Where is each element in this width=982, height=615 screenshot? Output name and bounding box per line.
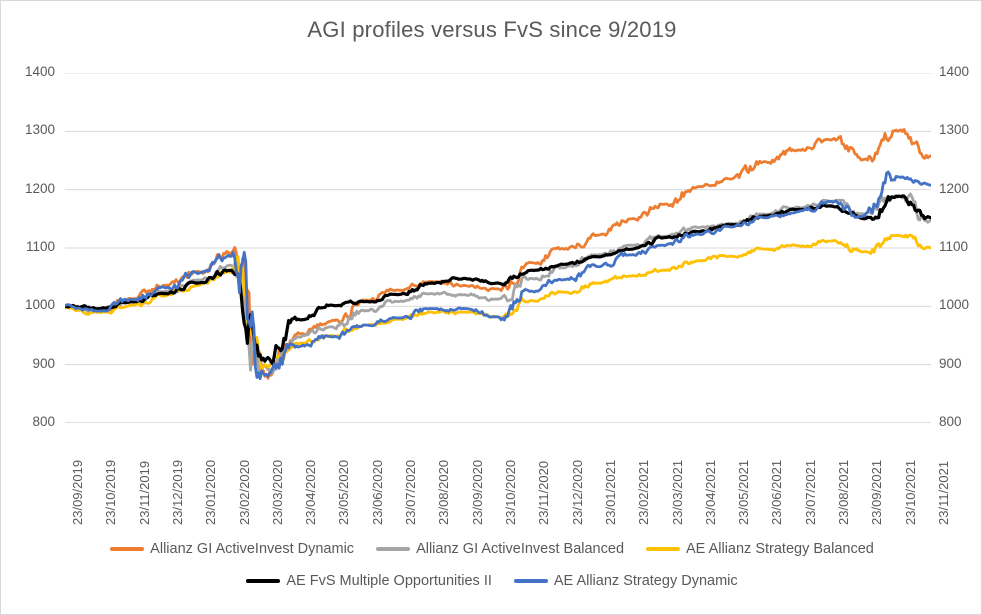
- legend-item-allianz-gi-activeinvest-dynamic[interactable]: Allianz GI ActiveInvest Dynamic: [110, 541, 354, 557]
- y-axis-tick-right-900: 900: [939, 355, 962, 371]
- y-axis-tick-left-900: 900: [32, 355, 55, 371]
- y-axis-tick-left-1000: 1000: [24, 297, 55, 313]
- legend-swatch-icon: [110, 547, 145, 551]
- plot-area: [65, 73, 931, 423]
- y-axis-tick-right-800: 800: [939, 414, 962, 429]
- x-axis-label-22: 23/07/2021: [802, 459, 818, 525]
- legend-item-ae-allianz-strategy-balanced[interactable]: AE Allianz Strategy Balanced: [646, 541, 874, 557]
- x-axis-label-14: 23/11/2020: [536, 460, 552, 525]
- y-axis-tick-left-1300: 1300: [24, 122, 55, 138]
- x-axis-label-9: 23/06/2020: [369, 459, 385, 525]
- x-axis-label-2: 23/11/2019: [136, 460, 152, 525]
- x-axis-label-5: 23/02/2020: [236, 459, 252, 525]
- y-axis-tick-right-1400: 1400: [939, 64, 970, 79]
- x-axis-label-25: 23/10/2021: [902, 459, 918, 525]
- series-line-2: [65, 233, 931, 371]
- x-axis-label-3: 23/12/2019: [169, 459, 185, 525]
- legend-item-ae-allianz-strategy-dynamic[interactable]: AE Allianz Strategy Dynamic: [513, 573, 738, 589]
- series-line-0: [65, 128, 931, 380]
- x-axis-label-7: 23/04/2020: [303, 459, 319, 525]
- x-axis-label-0: 23/09/2019: [70, 459, 85, 525]
- page-title: AGI profiles versus FvS since 9/2019: [307, 17, 677, 42]
- x-axis-label-20: 23/05/2021: [736, 459, 752, 525]
- x-axis-label-26: 23/11/2021: [936, 460, 951, 525]
- legend-item-allianz-gi-activeinvest-balanced[interactable]: Allianz GI ActiveInvest Balanced: [376, 541, 624, 557]
- x-axis-label-11: 23/08/2020: [436, 459, 452, 525]
- legend-swatch-icon: [513, 579, 548, 583]
- x-axis-label-12: 23/09/2020: [469, 459, 485, 525]
- x-axis-label-15: 23/12/2020: [569, 459, 585, 525]
- legend-swatch-icon: [376, 547, 411, 551]
- x-axis-label-23: 23/08/2021: [836, 459, 852, 525]
- y-axis-tick-left-1100: 1100: [25, 239, 55, 254]
- x-axis-tick-labels: 23/09/2019 23/10/2019 23/11/2019 23/12/2019…: [65, 425, 951, 533]
- legend-label: AE FvS Multiple Opportunities II: [286, 573, 492, 589]
- x-axis-label-8: 23/05/2020: [336, 459, 352, 525]
- x-axis-label-16: 23/01/2021: [602, 459, 618, 525]
- legend-row-0: Allianz GI ActiveInvest Dynamic Allianz G…: [1, 533, 982, 565]
- x-axis-label-17: 23/02/2021: [636, 459, 652, 525]
- chart-legend: Allianz GI ActiveInvest Dynamic Allianz G…: [1, 533, 982, 597]
- x-axis-label-10: 23/07/2020: [403, 459, 419, 525]
- x-axis-label-18: 23/03/2021: [669, 459, 685, 525]
- legend-item-ae-fvs-multiple-opportunities-ii[interactable]: AE FvS Multiple Opportunities II: [246, 573, 492, 589]
- x-axis-label-13: 23/10/2020: [503, 459, 518, 525]
- y-axis-tick-right-1300: 1300: [939, 122, 970, 138]
- x-axis-label-6: 23/03/2020: [269, 459, 285, 525]
- series-line-4: [65, 170, 931, 381]
- x-axis-label-24: 23/09/2021: [869, 459, 885, 525]
- x-axis-label-19: 23/04/2021: [702, 459, 718, 525]
- legend-label: Allianz GI ActiveInvest Balanced: [416, 541, 625, 557]
- y-axis-tick-left-800: 800: [32, 414, 55, 429]
- y-axis-tick-right-1100: 1100: [939, 239, 969, 254]
- legend-label: Allianz GI ActiveInvest Dynamic: [150, 541, 355, 557]
- x-axis-label-1: 23/10/2019: [103, 459, 119, 525]
- y-axis-tick-right-1200: 1200: [939, 180, 970, 196]
- legend-row-1: AE FvS Multiple Opportunities II AE Allia…: [1, 565, 982, 597]
- x-axis-label-21: 23/06/2021: [769, 459, 785, 525]
- y-axis-tick-right-1000: 1000: [939, 297, 970, 313]
- legend-label: AE Allianz Strategy Dynamic: [553, 573, 738, 589]
- legend-swatch-icon: [246, 579, 281, 583]
- legend-swatch-icon: [646, 547, 681, 551]
- legend-label: AE Allianz Strategy Balanced: [686, 541, 874, 557]
- series-line-3: [65, 194, 931, 366]
- x-axis-label-4: 23/01/2020: [203, 459, 219, 525]
- y-axis-tick-left-1400: 1400: [24, 64, 55, 79]
- y-axis-tick-left-1200: 1200: [24, 180, 55, 196]
- line-chart-svg: [65, 73, 931, 423]
